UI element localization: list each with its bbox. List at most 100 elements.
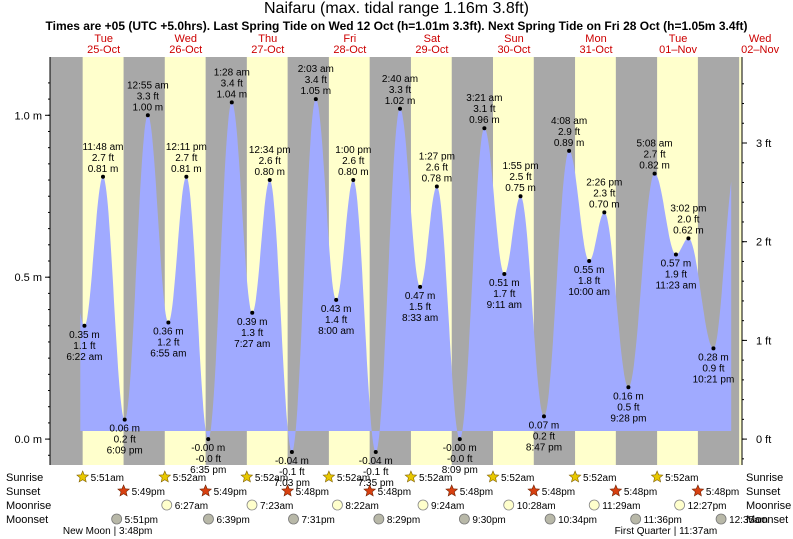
moonrise-time: 9:24am — [431, 501, 464, 512]
tide-m: 0.28 m — [698, 352, 729, 363]
tide-time: 8:00 am — [318, 326, 354, 337]
tide-time: 6:09 pm — [107, 446, 143, 457]
sunrise-time: 5:52am — [173, 473, 206, 484]
tide-ft: 2.5 ft — [509, 172, 531, 183]
row-label-right: Moonrise — [746, 500, 791, 512]
tide-time: 1:28 am — [214, 67, 250, 78]
tide-time: 3:02 pm — [670, 203, 706, 214]
tide-ft: -0.1 ft — [279, 467, 305, 478]
tide-time: 1:55 pm — [502, 161, 538, 172]
sunset-time: 5:48pm — [460, 487, 493, 498]
tide-time: 1:00 pm — [335, 145, 371, 156]
tide-point — [587, 259, 592, 263]
sunset-icon — [281, 484, 295, 497]
chart-title: Naifaru (max. tidal range 1.16m 3.8ft) — [263, 0, 529, 17]
tide-point — [652, 171, 657, 176]
moonset-icon — [630, 513, 642, 525]
moonrise-icon — [417, 499, 429, 511]
moonrise-icon — [503, 499, 515, 511]
tide-ft: 2.7 ft — [92, 153, 114, 164]
tide-point — [250, 310, 255, 315]
moonset-icon — [288, 513, 299, 525]
tide-time: 6:55 am — [150, 349, 186, 360]
tide-point — [541, 414, 546, 419]
tide-point — [334, 297, 339, 302]
daylight-band — [739, 57, 742, 465]
moonrise-time: 10:28am — [517, 501, 556, 512]
tide-point — [482, 126, 487, 131]
day-label-date: 29-Oct — [415, 44, 448, 56]
moonrise-time: 12:27pm — [688, 501, 727, 512]
tide-ft: 2.0 ft — [677, 214, 699, 225]
tide-ft: 1.8 ft — [578, 276, 600, 287]
tide-time: 1:27 pm — [419, 152, 455, 163]
moonset-icon — [373, 513, 385, 525]
tide-time: 8:47 pm — [526, 442, 562, 453]
tide-ft: 1.5 ft — [409, 302, 431, 313]
tide-time: 12:55 am — [127, 80, 169, 91]
tide-point — [673, 252, 678, 257]
moonset-time: 6:39pm — [216, 515, 249, 526]
tide-time: 12:11 pm — [166, 142, 207, 153]
tide-ft: 1.4 ft — [325, 315, 347, 326]
y-tick-label-ft: 2 ft — [756, 237, 771, 249]
tide-ft: 2.3 ft — [593, 188, 615, 199]
moon-phase-time: | 3:48pm — [114, 526, 153, 537]
sunset-time: 5:48pm — [378, 487, 411, 498]
tide-point — [711, 346, 716, 351]
sunrise-icon — [650, 470, 664, 483]
sunset-icon — [117, 484, 131, 497]
tide-ft: 0.5 ft — [617, 402, 639, 413]
day-label-dow: Tue — [669, 33, 688, 45]
row-label-left: Sunrise — [6, 472, 43, 484]
moonrise-icon — [674, 499, 686, 511]
sunset-icon — [691, 484, 705, 497]
day-label-date: 28-Oct — [333, 44, 366, 56]
moon-phase-name: New Moon — [63, 526, 111, 537]
tide-point — [166, 320, 171, 325]
moonset-time: 9:30pm — [472, 515, 505, 526]
tide-m: 0.80 m — [254, 167, 285, 178]
tide-time: 2:26 pm — [586, 177, 622, 188]
tide-point — [313, 97, 318, 102]
chart-subtitle: Times are +05 (UTC +5.0hrs). Last Spring… — [45, 19, 748, 33]
tide-ft: 2.6 ft — [426, 163, 448, 174]
tide-time: 10:00 am — [568, 287, 610, 298]
tide-m: 0.07 m — [529, 420, 560, 431]
y-tick-label-m: 0.0 m — [14, 434, 42, 446]
tide-m: 0.82 m — [639, 161, 670, 172]
tide-ft: 3.4 ft — [305, 75, 327, 86]
tide-point — [457, 437, 462, 442]
tide-point — [398, 106, 403, 111]
tide-time: 9:28 pm — [610, 413, 646, 424]
tide-ft: 2.6 ft — [342, 156, 364, 167]
moonset-icon — [715, 513, 727, 525]
sunrise-icon — [404, 470, 418, 483]
sunset-icon — [445, 484, 459, 497]
tide-point — [434, 184, 439, 189]
tide-time: 10:21 pm — [693, 374, 735, 385]
tide-point — [602, 210, 607, 215]
tide-m: -0.00 m — [443, 443, 477, 454]
moon-phase-name: First Quarter — [615, 526, 672, 537]
tide-time: 12:34 pm — [249, 145, 291, 156]
day-label-dow: Sat — [424, 33, 441, 45]
tide-ft: 1.7 ft — [493, 289, 515, 300]
tide-m: 0.51 m — [489, 278, 520, 289]
tide-ft: 2.7 ft — [175, 153, 197, 164]
moonset-time: 10:34pm — [558, 515, 597, 526]
tide-m: 0.57 m — [661, 259, 692, 270]
moonset-time: 7:31pm — [301, 515, 334, 526]
sunset-time: 5:48pm — [296, 487, 329, 498]
tide-time: 8:33 am — [402, 313, 438, 324]
moonrise-icon — [588, 499, 600, 511]
row-label-left: Moonrise — [6, 500, 51, 512]
row-label-left: Sunset — [6, 486, 40, 498]
day-label-dow: Mon — [585, 33, 606, 45]
tide-m: 0.81 m — [171, 164, 202, 175]
y-tick-label-ft: 0 ft — [756, 434, 771, 446]
tide-time: 6:35 pm — [190, 465, 226, 476]
day-label-date: 25-Oct — [87, 44, 120, 56]
sunrise-icon — [486, 470, 500, 483]
moonset-time: 11:36pm — [644, 515, 682, 526]
